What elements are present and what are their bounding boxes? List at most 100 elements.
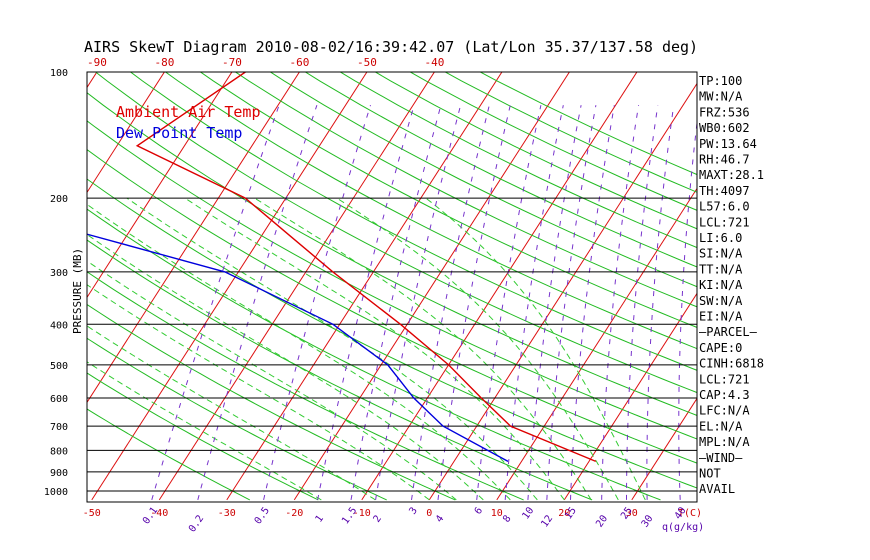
moist-adiabat-line	[87, 260, 457, 501]
pressure-tick-label: 700	[50, 422, 68, 433]
stability-index-row: TT:N/A	[699, 262, 743, 276]
dry-adiabat-line	[87, 239, 593, 501]
moist-adiabats	[87, 197, 646, 501]
moist-adiabat-line	[126, 197, 538, 501]
top-temp-tick-label: -50	[357, 56, 377, 69]
pressure-tick-label: 200	[50, 194, 68, 205]
stability-index-row: LCL:721	[699, 215, 750, 229]
stability-index-row: L57:6.0	[699, 200, 750, 214]
mixing-ratio-line	[375, 105, 462, 500]
dry-adiabat-line	[87, 372, 319, 501]
top-temp-tick-label: -80	[154, 56, 174, 69]
bottom-temp-tick-label: -30	[218, 508, 236, 519]
stability-index-row: SI:N/A	[699, 247, 743, 261]
isotherm-line	[226, 72, 503, 501]
isotherm-line	[563, 292, 697, 501]
bottom-temperature-axis: -50 -40 -30 -20 -10 0 10 20 30 T(C)	[83, 508, 702, 519]
stability-index-row: SW:N/A	[699, 294, 743, 308]
dry-adiabat-line	[87, 208, 661, 501]
mixing-ratio-line	[678, 118, 697, 500]
plot-frame	[86, 71, 698, 503]
dry-adiabat-line	[94, 72, 697, 394]
stability-index-row: LI:6.0	[699, 231, 742, 245]
stability-index-row: RH:46.7	[699, 153, 750, 167]
mixing-ratio-label: 4	[434, 513, 446, 524]
bottom-axis-label: T(C)	[678, 508, 702, 519]
moist-adiabat-line	[87, 203, 511, 501]
stability-index-row: PW:13.64	[699, 137, 757, 151]
dry-adiabat-line	[129, 72, 697, 371]
plot-area	[0, 53, 870, 501]
stability-index-row: FRZ:536	[699, 105, 750, 119]
dry-adiabat-line	[87, 271, 524, 501]
moist-adiabat-line	[254, 197, 592, 501]
dry-adiabat-line	[87, 120, 697, 440]
isotherm-line	[158, 72, 435, 501]
dry-adiabat-line	[304, 72, 697, 268]
dry-adiabats	[87, 72, 697, 501]
mixing-ratio-line	[646, 105, 675, 500]
mixing-ratio-label: 20	[594, 513, 610, 529]
mixing-ratio-label: 0.5	[253, 505, 272, 526]
stability-index-row: TP:100	[699, 74, 742, 88]
mixing-ratio-line	[197, 105, 318, 501]
bottom-temp-tick-label: 10	[491, 508, 503, 519]
mixing-ratio-label: 12	[539, 513, 555, 529]
mixing-ratio-line	[626, 105, 659, 500]
mixing-ratio-label: 8	[501, 513, 513, 524]
dry-adiabat-line	[479, 72, 697, 176]
dry-adiabat-line	[87, 178, 697, 489]
chart-title: AIRS SkewT Diagram 2010-08-02/16:39:42.0…	[84, 38, 698, 56]
isotherm-line	[87, 72, 233, 299]
stability-index-row: EI:N/A	[699, 310, 743, 324]
isotherm-line	[631, 397, 697, 501]
dry-adiabat-line	[87, 408, 251, 501]
pressure-tick-label: 300	[50, 268, 68, 279]
mixing-ratio-lines	[151, 105, 697, 501]
stability-index-row: MPL:N/A	[699, 435, 750, 449]
isobars	[87, 72, 697, 492]
bottom-temp-tick-label: 20	[558, 508, 570, 519]
pressure-tick-label: 400	[50, 320, 68, 331]
stability-index-row: LFC:N/A	[699, 404, 750, 418]
pressure-tick-label: 900	[50, 468, 68, 479]
dry-adiabat-line	[269, 72, 697, 288]
stability-index-row: CINH:6818	[699, 357, 764, 371]
pressure-tick-label: 500	[50, 361, 68, 372]
stability-index-row: NOT	[699, 467, 721, 481]
mixing-ratio-label: 10	[520, 505, 536, 521]
dry-adiabat-line	[199, 72, 697, 328]
isotherm-line	[767, 53, 870, 500]
y-axis-label: PRESSURE (MB)	[71, 248, 84, 334]
legend-entry: Dew Point Temp	[116, 124, 242, 142]
bottom-temp-tick-label: 30	[626, 508, 638, 519]
isotherm-line	[87, 72, 300, 404]
stability-index-row: CAPE:0	[699, 341, 742, 355]
stability-index-row: KI:N/A	[699, 278, 743, 292]
stability-index-row: CAP:4.3	[699, 388, 750, 402]
bottom-temp-tick-label: -50	[83, 508, 101, 519]
dry-adiabat-line	[87, 337, 387, 501]
bottom-temp-tick-label: -40	[150, 508, 168, 519]
mixing-ratio-unit: q(g/kg)	[662, 522, 704, 533]
moist-adiabat-line	[87, 284, 430, 501]
isotherm-line	[428, 82, 697, 501]
ambient-air-temp-line	[135, 72, 597, 463]
dew-point-temp-line	[87, 233, 509, 463]
isotherm-line	[834, 53, 870, 500]
dry-adiabat-line	[339, 72, 697, 249]
mixing-ratio-line	[570, 105, 615, 500]
legend-entry: Ambient Air Temp	[116, 103, 261, 121]
moist-adiabat-line	[87, 361, 322, 501]
legend: Ambient Air Temp Dew Point Temp	[116, 103, 261, 142]
pressure-tick-label: 1000	[44, 487, 68, 498]
pressure-axis: 100 200 300 400 500 600 700 800 900 1000	[44, 68, 68, 498]
mixing-ratio-line	[601, 105, 640, 500]
stability-index-row: AVAIL	[699, 482, 735, 496]
pressure-tick-label: 600	[50, 394, 68, 405]
top-temp-tick-label: -40	[424, 56, 444, 69]
mixing-ratio-label: 0.2	[187, 513, 206, 534]
isotherm-line	[0, 53, 42, 500]
pressure-tick-label: 800	[50, 446, 68, 457]
